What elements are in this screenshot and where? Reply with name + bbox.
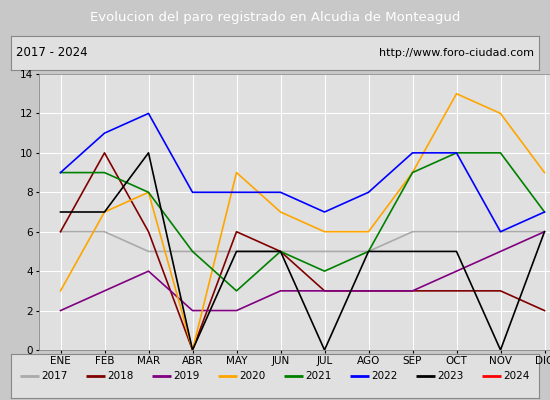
Text: 2024: 2024	[503, 371, 530, 381]
Text: http://www.foro-ciudad.com: http://www.foro-ciudad.com	[379, 48, 534, 58]
Text: Evolucion del paro registrado en Alcudia de Monteagud: Evolucion del paro registrado en Alcudia…	[90, 12, 460, 24]
Text: 2017 - 2024: 2017 - 2024	[16, 46, 88, 60]
Text: 2021: 2021	[305, 371, 332, 381]
Text: 2017: 2017	[41, 371, 68, 381]
Text: 2019: 2019	[173, 371, 200, 381]
Text: 2022: 2022	[371, 371, 398, 381]
Text: 2020: 2020	[239, 371, 266, 381]
Text: 2023: 2023	[437, 371, 464, 381]
Text: 2018: 2018	[107, 371, 134, 381]
